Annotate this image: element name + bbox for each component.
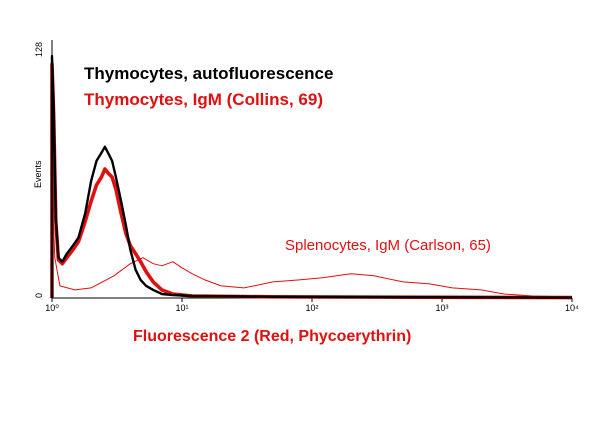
- annotation-splenocytes: Splenocytes, IgM (Carlson, 65): [285, 237, 491, 254]
- series-line-2: [51, 186, 573, 298]
- legend-autofluorescence: Thymocytes, autofluorescence: [84, 64, 334, 83]
- x-tick-label: 10⁴: [565, 303, 579, 313]
- legend-igm-collins: Thymocytes, IgM (Collins, 69): [84, 90, 323, 109]
- y-axis-label: Events: [33, 160, 43, 188]
- x-axis-label: Fluorescence 2 (Red, Phycoerythrin): [133, 328, 412, 345]
- x-tick-label: 10⁰: [45, 303, 59, 313]
- series-line-1: [50, 62, 573, 300]
- y-tick-label: 128: [34, 42, 44, 57]
- x-tick-label: 10³: [435, 303, 448, 313]
- y-tick-label: 0: [34, 293, 44, 298]
- x-tick-label: 10¹: [175, 303, 188, 313]
- series-line-0: [50, 54, 573, 299]
- x-tick-label: 10²: [305, 303, 318, 313]
